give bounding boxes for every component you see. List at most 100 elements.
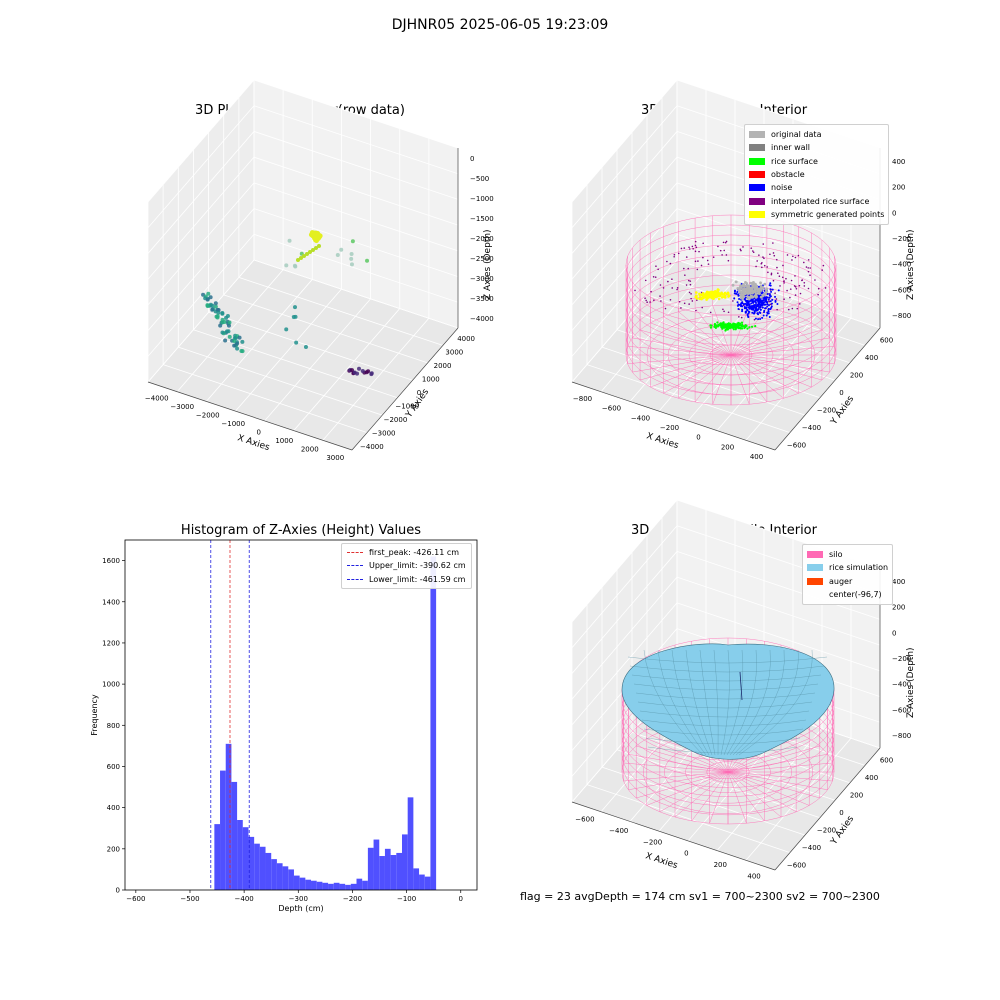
silo-spoke (727, 771, 810, 806)
interpolated-point (773, 254, 776, 257)
rice-surface-point (745, 324, 748, 327)
histogram-bar (225, 743, 232, 890)
silo-spoke (727, 771, 797, 813)
panel4-rice-surface (621, 643, 835, 760)
grid-line (147, 182, 255, 306)
y-tick-label: 200 (850, 792, 863, 800)
noise-point (767, 304, 770, 307)
interpolated-point (797, 254, 800, 257)
scatter-point (226, 323, 231, 328)
noise-point (770, 302, 773, 305)
noise-point (744, 310, 747, 313)
interpolated-point (786, 254, 789, 256)
panel3-tick-labels: −600 −500 −400 −300 −200 −100 0 0 200 400 600 800 10… (102, 557, 463, 903)
interpolated-point (644, 279, 647, 282)
noise-point (770, 305, 773, 308)
silo-spoke (627, 354, 732, 364)
original-point (746, 291, 750, 295)
y-axis-line (351, 327, 459, 451)
z-tick-label: −3000 (470, 275, 494, 283)
interpolated-point (777, 272, 779, 274)
grid-line (631, 311, 836, 381)
rice-surface-point (714, 323, 717, 327)
legend-item: noise (749, 181, 884, 194)
silo-spoke (730, 305, 750, 356)
scatter-point (292, 305, 297, 310)
rice-surface-point (725, 328, 728, 331)
silo-spoke (727, 745, 820, 773)
panel2-tick-labels: −800 −600 −400 −200 0 200 400 −600 −400 −200 0 200 4… (573, 158, 911, 461)
grid-line (178, 346, 383, 416)
surface-mesh-line (631, 674, 822, 682)
left-wall-pane (572, 80, 677, 382)
interpolated-point (683, 267, 685, 270)
interpolated-point (702, 256, 704, 259)
noise-point (768, 296, 771, 299)
interpolated-point (770, 272, 773, 275)
noise-point (736, 301, 739, 304)
noise-point (747, 315, 750, 318)
grid-line (147, 105, 255, 228)
y-tick-label: 1600 (102, 557, 120, 565)
interpolated-point (755, 265, 757, 268)
interpolated-point (807, 287, 810, 290)
silo-spoke (712, 305, 732, 356)
interpolated-point (768, 300, 770, 303)
noise-point (767, 298, 770, 301)
noise-point (737, 307, 740, 310)
interpolated-point (803, 285, 806, 287)
panel2-zlabel: Z Axies (Depth) (906, 229, 916, 300)
noise-point (761, 306, 764, 309)
surface-mesh-line (699, 649, 716, 756)
noise-point (751, 300, 754, 303)
interpolated-point (723, 310, 725, 313)
surface-mesh-line (635, 692, 816, 700)
panel3-ylabel: Frequency (90, 694, 99, 736)
noise-point (764, 299, 767, 302)
grid-line (253, 182, 459, 252)
interpolated-point (794, 294, 797, 296)
silo-spoke (730, 337, 830, 356)
interpolated-point (740, 249, 742, 252)
symmetric-point (720, 295, 724, 299)
interpolated-point (653, 299, 655, 302)
surface-mesh-line (738, 649, 813, 756)
interpolated-point (760, 262, 763, 265)
x-tick-label: −200 (343, 895, 362, 903)
noise-point (761, 304, 764, 307)
legend-item: silo (807, 548, 888, 561)
histogram-bar (237, 820, 243, 890)
noise-point (761, 299, 764, 302)
interpolated-point (739, 248, 742, 251)
x-tick-label: −400 (631, 414, 650, 422)
original-point (749, 286, 753, 290)
interpolated-point (793, 285, 796, 287)
interpolated-point (717, 245, 719, 248)
grid-line (601, 346, 806, 416)
panel1-points (201, 230, 374, 377)
surface-mesh-line (629, 665, 825, 673)
silo-spoke (678, 354, 732, 399)
surface-mesh-line (643, 649, 704, 756)
interpolated-point (807, 270, 810, 273)
interpolated-point (666, 260, 668, 263)
legend-item: first_peak: -426.11 cm (347, 546, 466, 559)
legend-swatch (749, 144, 765, 152)
noise-point (749, 305, 752, 308)
interpolated-point (753, 318, 756, 321)
grid-line (571, 234, 678, 357)
x-tick-label: 2000 (301, 445, 319, 453)
interpolated-point (719, 249, 722, 252)
z-tick-label: 400 (892, 158, 905, 166)
silo-spoke (727, 771, 765, 822)
rice-surface-point (738, 322, 741, 325)
histogram-bar (407, 797, 414, 890)
histogram-bar (339, 883, 346, 890)
scatter-point (205, 297, 210, 302)
scatter-point (302, 254, 306, 258)
silo-spoke (650, 354, 732, 388)
x-tick-label: −3000 (170, 403, 194, 411)
surface-mesh-line (735, 649, 799, 756)
noise-point (763, 303, 766, 306)
histogram-bar (293, 875, 300, 890)
